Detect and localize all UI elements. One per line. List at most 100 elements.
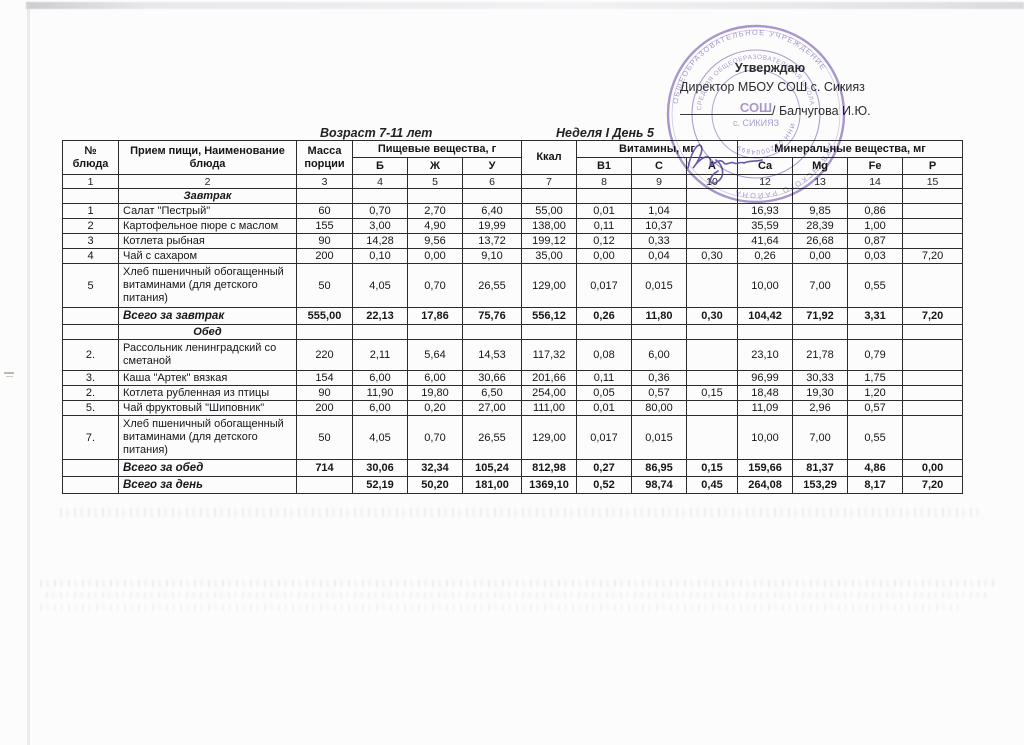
cell-c — [631, 324, 687, 340]
cell-b: 52,19 — [352, 476, 408, 494]
cell-name: Всего за завтрак — [118, 307, 297, 325]
cell-no — [62, 188, 119, 204]
cell-mg: 7,00 — [792, 415, 849, 460]
cell-zh: 9,56 — [407, 233, 463, 249]
scan-margin-mark — [6, 376, 13, 377]
cell-u: 27,00 — [462, 400, 522, 416]
cell-b: 0,10 — [352, 248, 408, 264]
index-cell: 4 — [352, 174, 408, 189]
cell-fe: 1,20 — [847, 385, 904, 401]
cell-p — [902, 233, 964, 249]
cell-no: 3 — [62, 233, 119, 249]
cell-no: 3. — [62, 370, 119, 386]
col-header-meal-name: Прием пищи, Наименование блюда — [118, 140, 297, 175]
cell-no: 4 — [62, 248, 119, 264]
cell-mg — [792, 324, 849, 340]
cell-name: Обед — [118, 324, 297, 340]
cell-p — [902, 203, 964, 219]
scan-noise-band — [46, 592, 990, 598]
cell-u — [462, 188, 522, 204]
approval-director-line: Директор МБОУ СОШ с. Сикияз — [680, 80, 865, 94]
cell-name: Всего за день — [118, 476, 297, 494]
cell-p — [902, 370, 964, 386]
cell-zh: 50,20 — [407, 476, 463, 494]
col-header-carbs: У — [462, 157, 522, 175]
index-cell: 3 — [296, 174, 353, 189]
cell-mass: 200 — [296, 400, 353, 416]
cell-zh — [407, 324, 463, 340]
table-row: 2. Котлета рубленная из птицы 90 11,90 19,80… — [62, 385, 964, 401]
cell-mass: 154 — [296, 370, 353, 386]
cell-a — [685, 263, 739, 308]
cell-b1: 0,017 — [576, 415, 632, 460]
table-row: 4 Чай с сахаром 200 0,10 0,00 9,10 35,00 0,00 0,… — [62, 248, 964, 264]
cell-kcal: 1369,10 — [521, 476, 577, 494]
cell-kcal: 138,00 — [521, 218, 577, 234]
approval-block: Утверждаю Директор МБОУ СОШ с. Сикияз / … — [680, 60, 900, 185]
cell-ca — [737, 324, 794, 340]
cell-a: 0,45 — [685, 476, 739, 494]
cell-fe: 0,57 — [847, 400, 904, 416]
cell-p — [902, 339, 964, 371]
group-header-nutrients: Пищевые вещества, г — [352, 140, 522, 158]
cell-mg: 21,78 — [792, 339, 849, 371]
cell-mg: 7,00 — [792, 263, 849, 308]
cell-mg: 71,92 — [792, 307, 849, 325]
cell-kcal: 254,00 — [521, 385, 577, 401]
table-row: 3. Каша "Артек" вязкая 154 6,00 6,00 30,66 201… — [62, 370, 964, 386]
cell-a: 0,15 — [685, 459, 739, 477]
cell-ca: 23,10 — [737, 339, 794, 371]
cell-b: 11,90 — [352, 385, 408, 401]
cell-mass: 50 — [296, 415, 353, 460]
cell-mg: 19,30 — [792, 385, 849, 401]
cell-b1: 0,05 — [576, 385, 632, 401]
cell-mass — [296, 324, 353, 340]
cell-c: 0,015 — [631, 415, 687, 460]
cell-fe: 4,86 — [847, 459, 904, 477]
round-stamp: ОБЩЕОБРАЗОВАТЕЛЬНОЕ УЧРЕЖДЕНИЕ ДУВАНСКОГ… — [666, 24, 846, 204]
cell-b1: 0,12 — [576, 233, 632, 249]
col-header-dish-no: № блюда — [62, 140, 119, 175]
cell-a — [685, 233, 739, 249]
cell-mass: 714 — [296, 459, 353, 477]
cell-no: 5 — [62, 263, 119, 308]
scan-margin-mark — [4, 372, 14, 374]
cell-fe: 0,55 — [847, 415, 904, 460]
cell-u: 105,24 — [462, 459, 522, 477]
cell-mg: 0,00 — [792, 248, 849, 264]
cell-fe: 1,75 — [847, 370, 904, 386]
cell-u: 14,53 — [462, 339, 522, 371]
cell-c: 0,33 — [631, 233, 687, 249]
cell-b: 4,05 — [352, 415, 408, 460]
cell-name: Всего за обед — [118, 459, 297, 477]
section-header-breakfast: Завтрак — [62, 188, 964, 204]
cell-no — [62, 459, 119, 477]
cell-mass: 555,00 — [296, 307, 353, 325]
cell-fe — [847, 188, 904, 204]
cell-b1 — [576, 324, 632, 340]
cell-b: 22,13 — [352, 307, 408, 325]
cell-kcal: 199,12 — [521, 233, 577, 249]
cell-ca: 18,48 — [737, 385, 794, 401]
cell-zh: 0,70 — [407, 415, 463, 460]
cell-u: 13,72 — [462, 233, 522, 249]
age-title: Возраст 7-11 лет — [320, 126, 433, 140]
cell-no — [62, 476, 119, 494]
cell-b: 30,06 — [352, 459, 408, 477]
cell-p: 7,20 — [902, 476, 964, 494]
cell-u: 6,40 — [462, 203, 522, 219]
scan-left-edge — [27, 4, 30, 745]
cell-name: Салат "Пестрый" — [118, 203, 297, 219]
cell-u: 26,55 — [462, 263, 522, 308]
cell-a: 0,30 — [685, 248, 739, 264]
cell-zh: 17,86 — [407, 307, 463, 325]
cell-b1 — [576, 188, 632, 204]
cell-name: Хлеб пшеничный обогащенный витаминами (д… — [118, 415, 297, 460]
cell-mass: 60 — [296, 203, 353, 219]
cell-b — [352, 188, 408, 204]
cell-mg: 2,96 — [792, 400, 849, 416]
cell-p: 0,00 — [902, 459, 964, 477]
cell-a — [685, 324, 739, 340]
header-row-groups: № блюда Прием пищи, Наименование блюда М… — [62, 140, 964, 175]
cell-name: Рассольник ленинградский со сметаной — [118, 339, 297, 371]
